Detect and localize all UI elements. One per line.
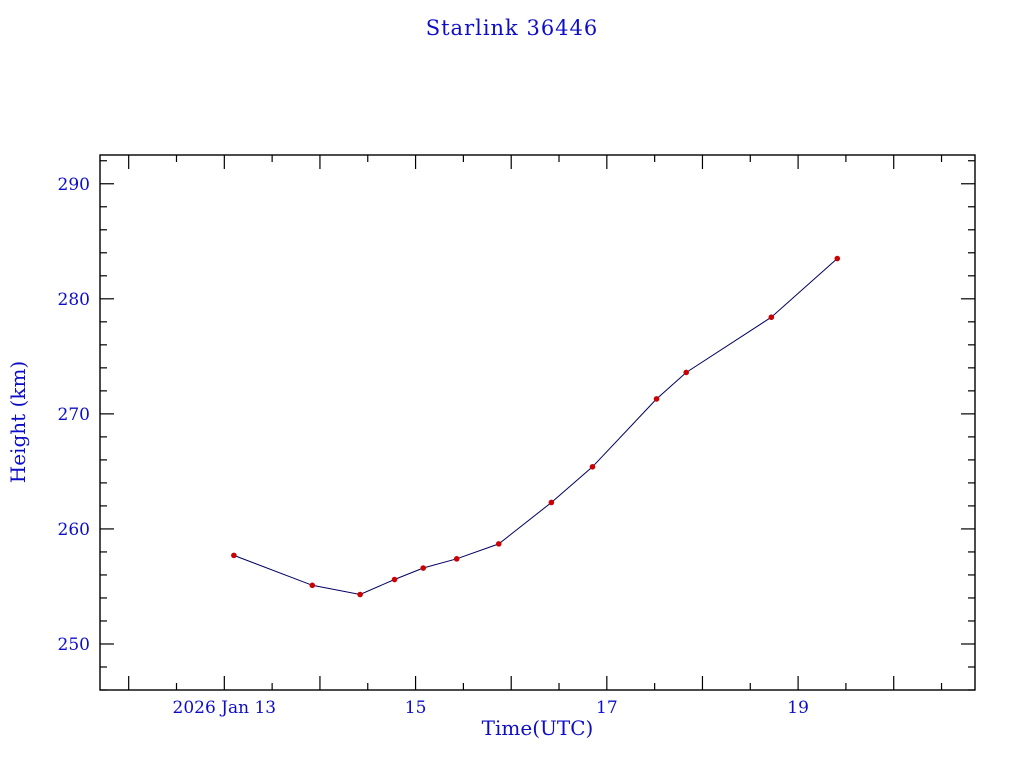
chart-title: Starlink 36446 bbox=[425, 16, 599, 40]
y-tick-label: 280 bbox=[58, 290, 90, 310]
y-tick-label: 270 bbox=[58, 405, 90, 425]
data-point-marker bbox=[420, 565, 427, 571]
data-point-marker bbox=[453, 556, 460, 562]
data-point-marker bbox=[495, 541, 502, 547]
plot-frame bbox=[99, 154, 976, 691]
data-point-marker bbox=[357, 591, 363, 598]
data-point-marker bbox=[683, 369, 690, 376]
x-tick-label: 15 bbox=[405, 698, 427, 718]
y-tick-label: 260 bbox=[58, 520, 90, 540]
y-tick-label: 290 bbox=[58, 175, 90, 195]
y-tick-label: 250 bbox=[58, 635, 90, 655]
x-tick-label: 2026 Jan 13 bbox=[173, 698, 277, 718]
data-point-marker bbox=[589, 463, 596, 470]
data-point-marker bbox=[231, 552, 237, 559]
data-point-marker bbox=[834, 255, 841, 262]
x-tick-label: 17 bbox=[596, 698, 618, 718]
series-line bbox=[233, 258, 838, 596]
data-point-marker bbox=[309, 582, 316, 589]
data-point-marker bbox=[768, 314, 775, 321]
data-point-marker bbox=[391, 576, 398, 583]
data-point-marker bbox=[653, 396, 660, 402]
x-tick-label: 19 bbox=[787, 698, 809, 718]
data-point-marker bbox=[548, 499, 555, 506]
x-axis-label: Time(UTC) bbox=[481, 716, 594, 740]
